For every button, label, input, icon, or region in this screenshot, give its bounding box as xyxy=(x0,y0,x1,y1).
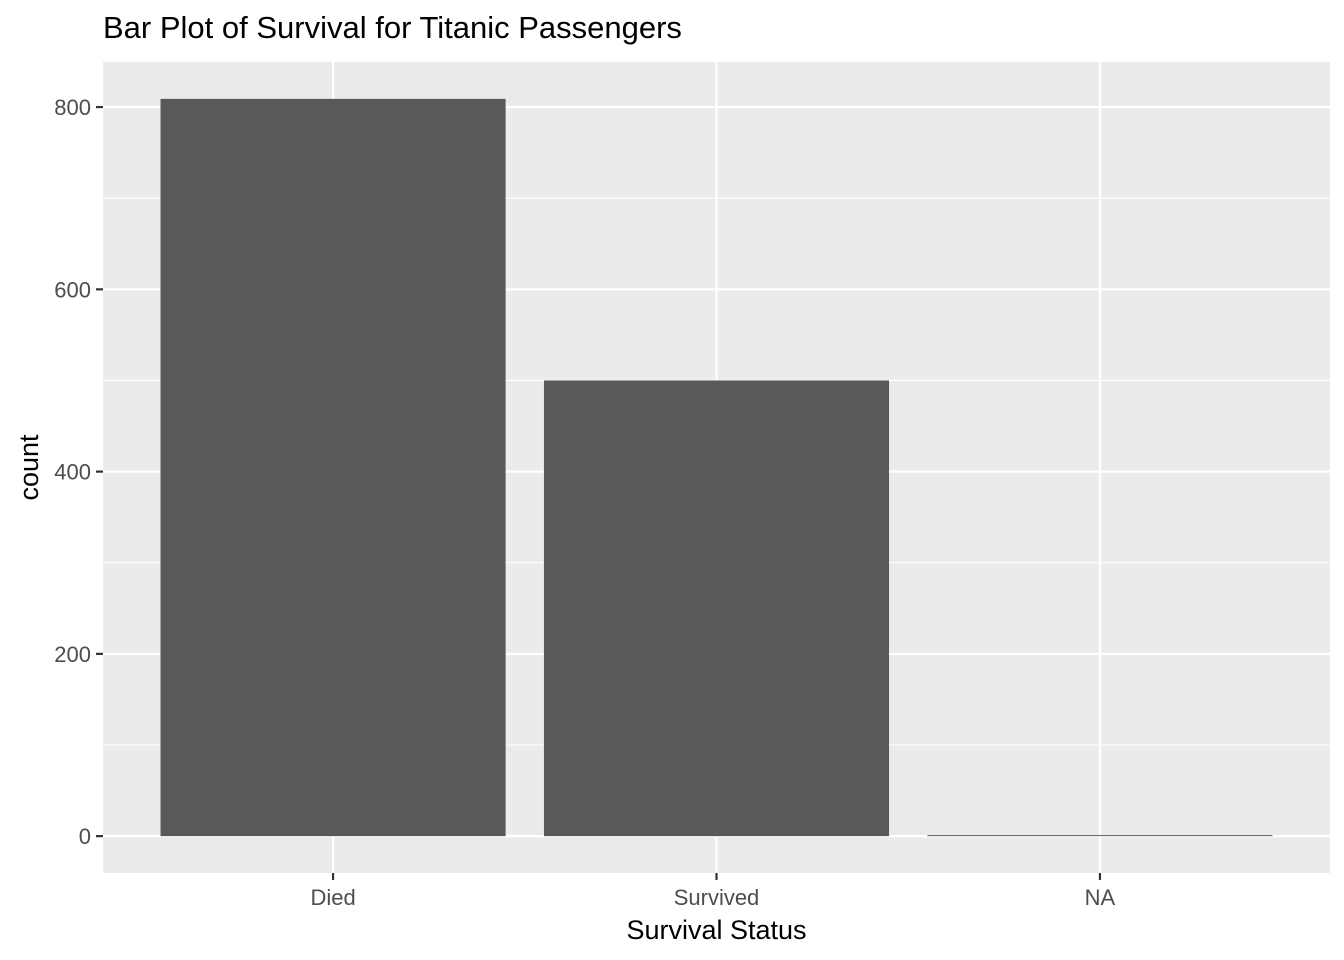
bar-died xyxy=(160,98,506,837)
y-tick-label: 200 xyxy=(54,642,91,667)
bars xyxy=(160,98,1273,837)
x-tick-label: Survived xyxy=(674,885,760,910)
bar-survived xyxy=(543,380,890,837)
y-axis-title: count xyxy=(14,434,44,501)
x-axis-title: Survival Status xyxy=(626,915,806,945)
x-tick-label: Died xyxy=(310,885,355,910)
y-axis: 0 200 400 600 800 xyxy=(54,95,103,849)
y-tick-label: 0 xyxy=(79,824,91,849)
chart-title: Bar Plot of Survival for Titanic Passeng… xyxy=(103,10,682,45)
bar-na xyxy=(927,835,1273,837)
x-tick-label: NA xyxy=(1085,885,1116,910)
y-tick-label: 600 xyxy=(54,277,91,302)
y-tick-label: 400 xyxy=(54,460,91,485)
x-axis: Died Survived NA xyxy=(310,873,1116,910)
y-tick-label: 800 xyxy=(54,95,91,120)
